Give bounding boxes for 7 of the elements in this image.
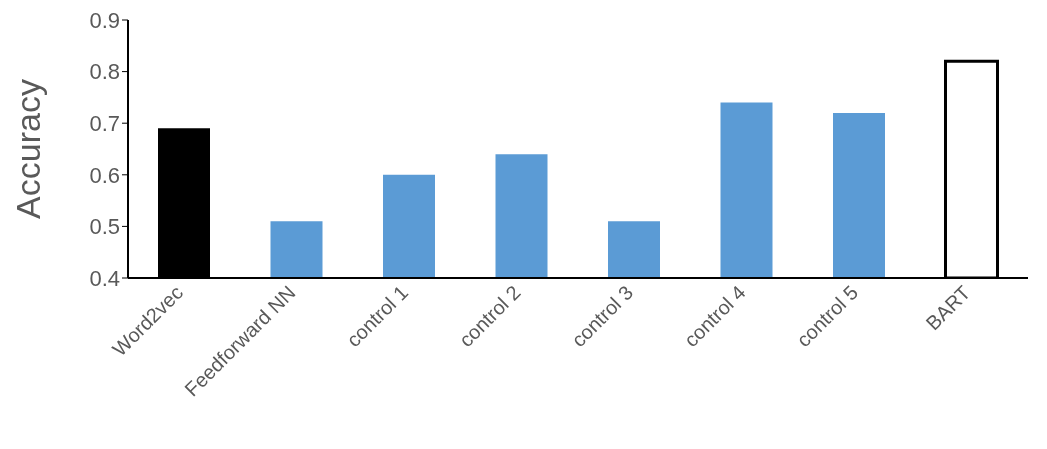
y-axis-title: Accuracy bbox=[9, 79, 48, 219]
y-tick-label: 0.5 bbox=[89, 214, 120, 240]
y-tick-label: 0.8 bbox=[89, 59, 120, 85]
y-tick-label: 0.9 bbox=[89, 7, 120, 33]
y-tick-label: 0.6 bbox=[89, 162, 120, 188]
y-tick-label: 0.7 bbox=[89, 111, 120, 137]
y-tick-label: 0.4 bbox=[89, 265, 120, 291]
